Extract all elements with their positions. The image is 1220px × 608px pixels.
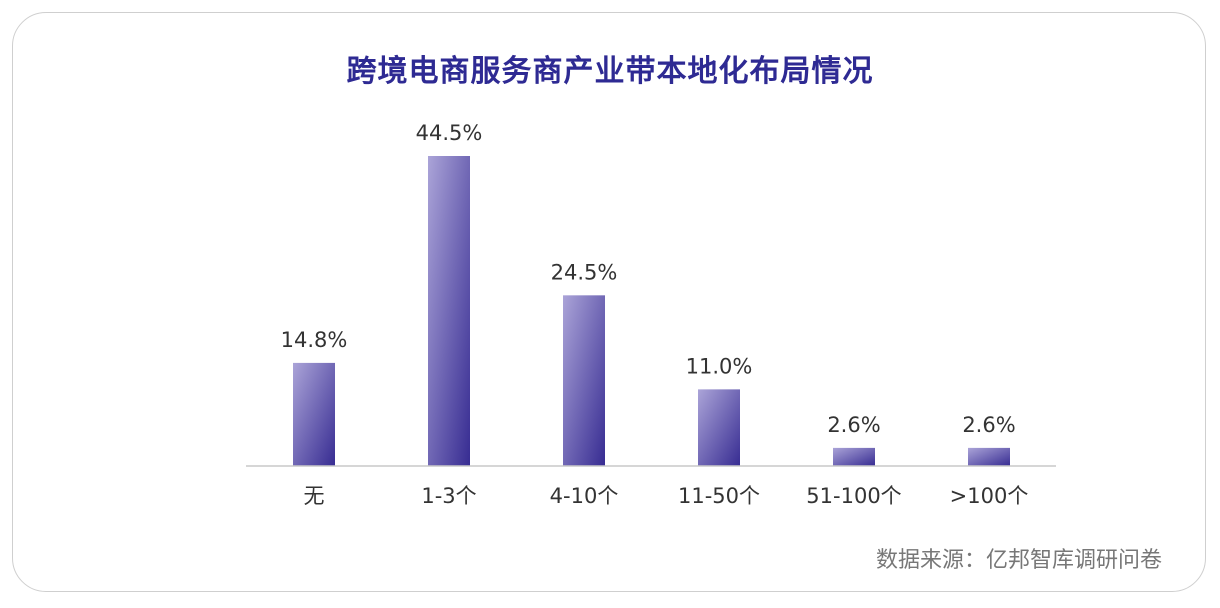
data-label-1: 44.5% xyxy=(416,121,483,145)
tick-label-3: 11-50个 xyxy=(678,484,760,508)
tick-label-0: 无 xyxy=(304,484,325,508)
source-note: 数据来源：亿邦智库调研问卷 xyxy=(875,548,1162,573)
data-label-5: 2.6% xyxy=(962,413,1015,437)
bar-0 xyxy=(293,362,335,466)
tick-label-2: 4-10个 xyxy=(550,484,619,508)
bar-2 xyxy=(563,295,605,466)
bar-5 xyxy=(968,447,1010,466)
bar-1 xyxy=(428,156,470,466)
chart-title: 跨境电商服务商产业带本地化布局情况 xyxy=(346,54,874,89)
tick-label-1: 1-3个 xyxy=(421,484,476,508)
data-label-2: 24.5% xyxy=(551,260,618,284)
data-label-0: 14.8% xyxy=(281,328,348,352)
bar-4 xyxy=(833,447,875,466)
tick-label-4: 51-100个 xyxy=(806,484,901,508)
data-label-3: 11.0% xyxy=(686,354,753,378)
chart-card xyxy=(12,12,1206,592)
bar-3 xyxy=(698,389,740,466)
tick-label-5: >100个 xyxy=(950,484,1029,508)
data-label-4: 2.6% xyxy=(827,413,880,437)
